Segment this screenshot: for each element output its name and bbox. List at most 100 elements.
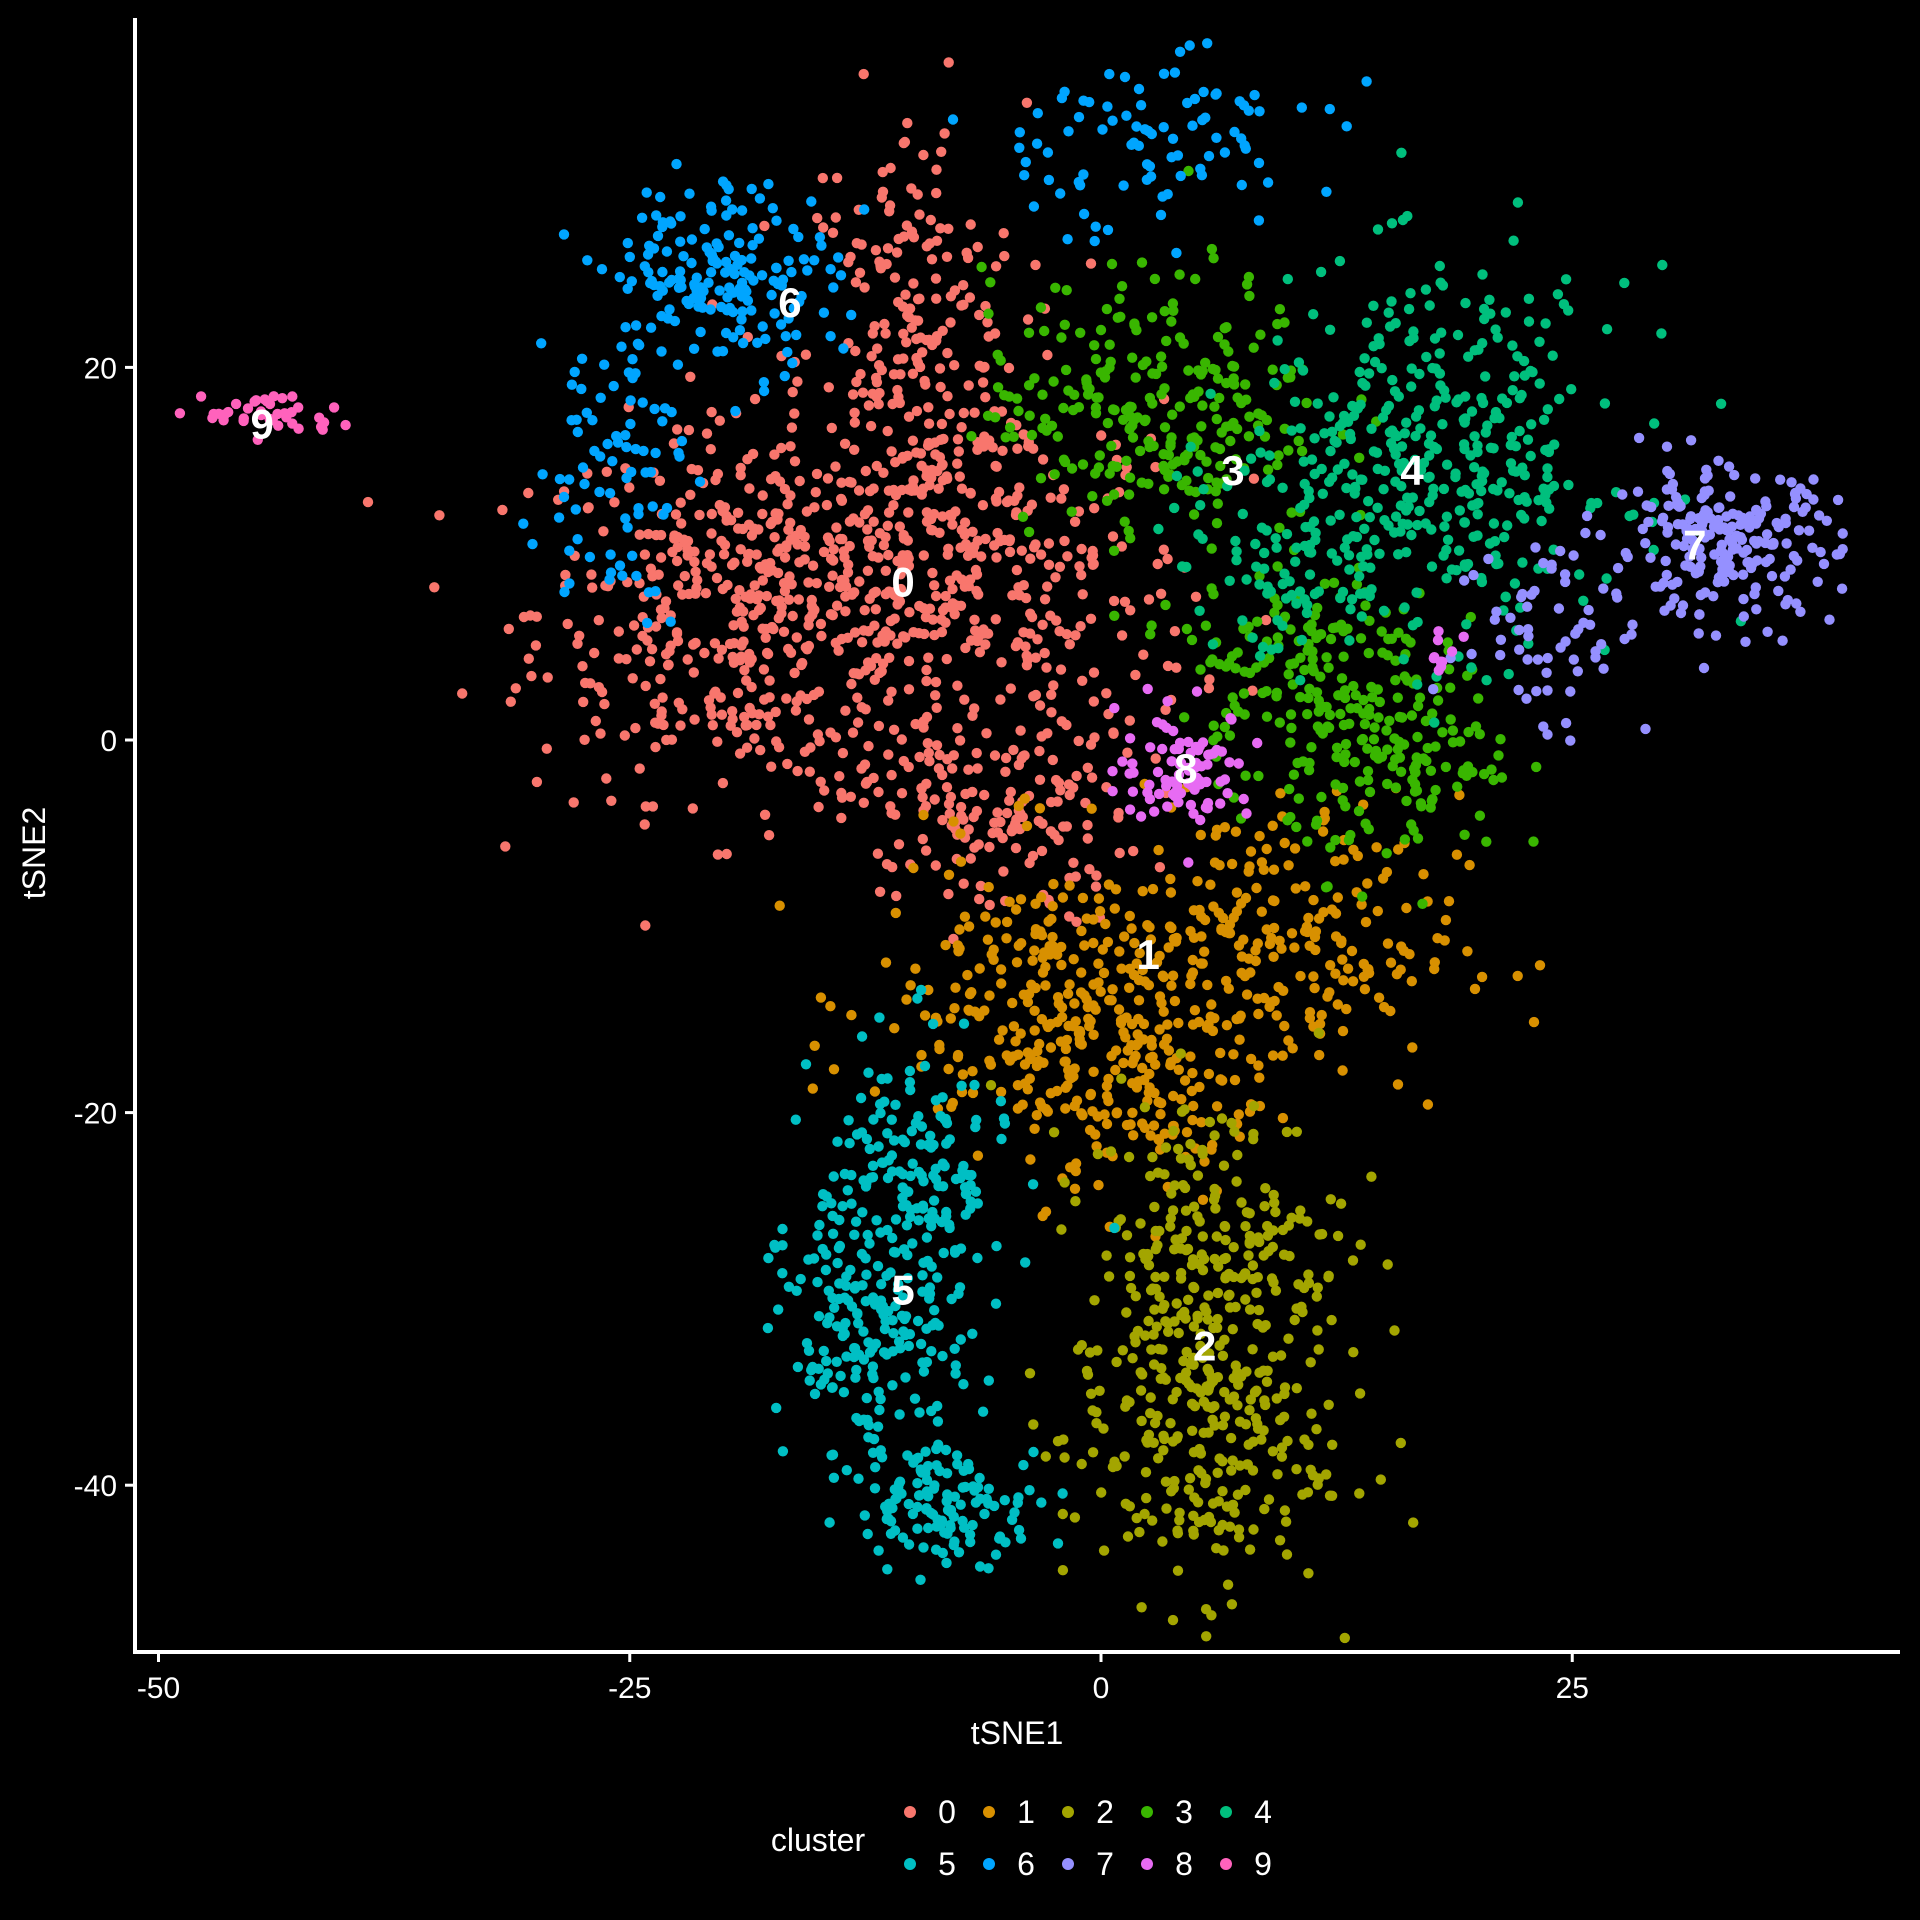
point <box>1165 1213 1177 1224</box>
point <box>734 325 746 336</box>
point <box>826 422 837 434</box>
point <box>1127 1058 1138 1069</box>
point <box>1229 1074 1241 1086</box>
point <box>1040 413 1051 424</box>
point <box>1308 516 1320 527</box>
point <box>719 502 731 513</box>
point <box>1458 631 1469 642</box>
point <box>1628 509 1639 520</box>
point <box>1463 726 1474 738</box>
point <box>900 289 911 300</box>
point <box>1024 1368 1036 1379</box>
point <box>1042 1106 1054 1117</box>
point <box>1552 289 1564 300</box>
point <box>864 485 876 497</box>
point <box>1542 463 1553 474</box>
point <box>1213 1496 1224 1507</box>
point <box>1771 517 1782 529</box>
point <box>763 178 774 190</box>
point <box>564 545 575 556</box>
point <box>1097 124 1108 135</box>
point <box>853 485 865 496</box>
point <box>1206 583 1217 594</box>
point <box>921 241 932 252</box>
point <box>923 402 934 413</box>
point <box>1384 715 1395 726</box>
point <box>1160 1476 1172 1487</box>
point <box>1187 1114 1198 1126</box>
point <box>838 343 849 354</box>
point <box>871 653 882 664</box>
point <box>1324 709 1336 721</box>
point <box>741 742 753 753</box>
point <box>641 187 652 198</box>
point <box>1541 667 1552 678</box>
point <box>890 1247 901 1258</box>
point <box>854 576 865 587</box>
point <box>1646 501 1657 513</box>
point <box>1342 534 1353 545</box>
point <box>1521 496 1532 507</box>
point <box>835 270 847 281</box>
point <box>732 687 744 699</box>
point <box>1447 725 1459 736</box>
point <box>1446 646 1458 657</box>
point <box>1330 968 1341 979</box>
point <box>1364 512 1376 523</box>
point <box>1277 1050 1288 1061</box>
point <box>1439 521 1450 532</box>
point <box>1274 522 1285 533</box>
point <box>783 524 794 535</box>
point <box>1327 1439 1338 1451</box>
point <box>1117 1014 1128 1025</box>
point <box>1086 803 1097 814</box>
point <box>317 424 328 435</box>
point <box>998 228 1009 239</box>
point <box>1407 492 1419 503</box>
point <box>900 1372 911 1383</box>
point <box>1224 1289 1235 1301</box>
point <box>1245 453 1257 464</box>
point <box>1197 1194 1209 1206</box>
point <box>1209 401 1220 412</box>
point <box>1512 970 1523 982</box>
point <box>1168 725 1179 737</box>
point <box>1109 903 1121 914</box>
point <box>1460 484 1471 496</box>
point <box>1185 1051 1196 1062</box>
point <box>1312 1479 1323 1490</box>
point <box>929 580 940 591</box>
point <box>1161 335 1172 347</box>
point <box>932 1272 943 1283</box>
point <box>1484 294 1495 305</box>
point <box>1256 906 1268 917</box>
point <box>644 656 656 667</box>
point <box>890 1300 901 1312</box>
point <box>928 1483 940 1494</box>
point <box>1143 1315 1154 1327</box>
point <box>1389 1325 1400 1336</box>
point <box>711 572 723 584</box>
point <box>1713 455 1724 466</box>
point <box>1392 1079 1404 1090</box>
point <box>799 554 810 565</box>
point <box>1661 569 1673 581</box>
point <box>1018 429 1029 440</box>
point <box>694 509 705 521</box>
point <box>1021 97 1033 109</box>
point <box>1204 1116 1216 1128</box>
point <box>1211 413 1223 425</box>
point <box>769 1239 780 1251</box>
point <box>1147 398 1158 409</box>
point <box>762 1322 774 1334</box>
point <box>1064 911 1075 922</box>
point <box>710 686 721 697</box>
point <box>1188 1100 1199 1112</box>
point <box>1548 480 1560 492</box>
point <box>890 907 901 919</box>
point <box>959 911 971 922</box>
point <box>1171 1386 1182 1398</box>
point <box>1233 1524 1245 1535</box>
point <box>1124 910 1136 922</box>
